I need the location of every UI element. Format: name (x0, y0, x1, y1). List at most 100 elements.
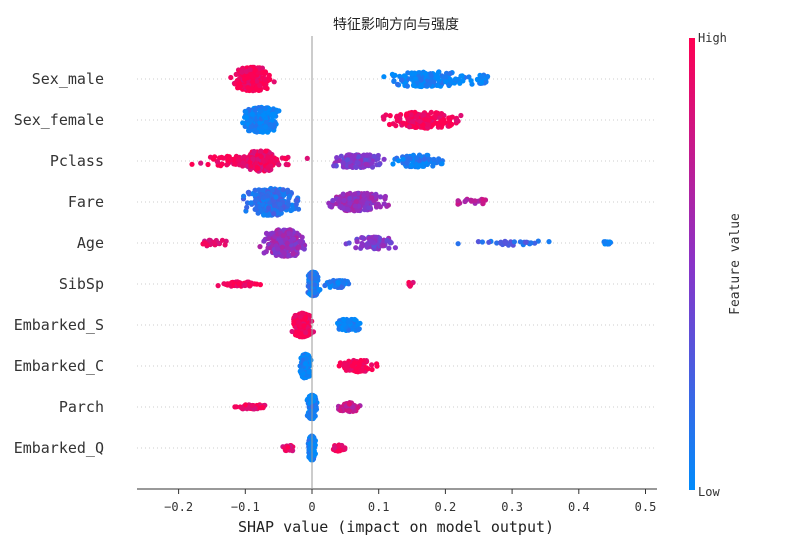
shap-point (439, 161, 445, 167)
shap-point (382, 193, 388, 200)
shap-point (346, 407, 352, 414)
shap-point (263, 148, 269, 154)
shap-point (352, 191, 358, 197)
shap-point (429, 122, 435, 128)
shap-point (532, 240, 538, 246)
shap-point (243, 109, 249, 115)
shap-point (457, 80, 463, 86)
shap-point (255, 165, 261, 171)
shap-point (311, 394, 317, 400)
shap-point (458, 112, 464, 119)
shap-point (285, 201, 292, 207)
shap-point (421, 112, 427, 118)
shap-point (245, 189, 251, 196)
colorbar-low-label: Low (698, 485, 720, 499)
shap-point (262, 69, 268, 75)
feature-label: Sex_female (14, 111, 104, 129)
shap-point (249, 111, 255, 117)
shap-point (435, 110, 441, 116)
shap-point (347, 200, 353, 206)
shap-point (268, 162, 274, 169)
shap-point (511, 239, 517, 245)
shap-point (240, 160, 246, 166)
shap-point (344, 365, 350, 371)
shap-point (346, 401, 352, 407)
shap-point (257, 66, 263, 72)
shap-point (221, 281, 227, 287)
feature-points (189, 148, 445, 174)
shap-point (243, 114, 249, 120)
shap-point (412, 109, 418, 115)
shap-point (331, 163, 337, 169)
shap-point (219, 237, 225, 243)
shap-point (436, 156, 442, 162)
shap-point (279, 244, 285, 250)
shap-point (303, 330, 309, 336)
shap-point (366, 205, 372, 211)
feature-label: Pclass (50, 152, 104, 170)
shap-point (257, 282, 263, 288)
feature-points (215, 269, 416, 299)
shap-point (448, 78, 454, 84)
shap-point (240, 120, 246, 126)
shap-point (327, 203, 333, 209)
shap-point (295, 319, 301, 325)
shap-point (215, 159, 221, 165)
shap-point (348, 163, 354, 169)
shap-point (475, 77, 481, 83)
shap-point (387, 113, 393, 119)
shap-point (409, 71, 415, 77)
shap-point (369, 164, 376, 170)
shap-point (394, 113, 400, 119)
shap-point (413, 124, 419, 130)
shap-point (435, 74, 441, 81)
shap-point (414, 162, 420, 168)
shap-point (242, 76, 248, 82)
x-axis-ticks: −0.2 −0.1 0 0.1 0.2 0.3 0.4 0.5 (164, 489, 656, 514)
shap-point (363, 161, 369, 167)
shap-point (386, 245, 392, 251)
shap-point (270, 198, 277, 204)
shap-point (225, 281, 231, 287)
shap-point (267, 158, 274, 164)
shap-point (453, 117, 460, 123)
feature-label: SibSp (59, 275, 104, 293)
shap-point (254, 78, 260, 84)
shap-point (449, 121, 455, 127)
shap-point (369, 195, 375, 201)
feature-points (200, 227, 614, 259)
shap-point (337, 407, 343, 413)
shap-point (282, 155, 288, 161)
shap-point (302, 316, 308, 322)
shap-point (225, 157, 231, 164)
shap-point (283, 161, 289, 168)
shap-point (218, 163, 224, 169)
shap-point (345, 206, 351, 212)
shap-point (258, 154, 264, 160)
shap-point (359, 368, 365, 374)
shap-point (376, 162, 382, 168)
shap-point (369, 160, 375, 166)
shap-point (232, 404, 238, 410)
shap-point (299, 368, 305, 374)
x-axis-label: SHAP value (impact on model output) (238, 518, 554, 536)
shap-point (298, 314, 304, 320)
shap-point (266, 75, 272, 81)
shap-point (261, 238, 267, 244)
feature-points (297, 351, 380, 381)
shap-point (269, 117, 275, 123)
shap-point (219, 154, 225, 160)
shap-point (351, 153, 357, 159)
shap-point (391, 78, 397, 84)
shap-point (369, 366, 375, 373)
shap-point (322, 282, 328, 289)
shap-point (263, 230, 270, 236)
shap-point (356, 326, 362, 332)
shap-point (215, 283, 221, 289)
shap-point (369, 362, 375, 368)
x-tick-label: 0.1 (368, 500, 390, 514)
shap-point (259, 404, 265, 410)
shap-point (248, 200, 254, 206)
shap-point (285, 252, 291, 258)
